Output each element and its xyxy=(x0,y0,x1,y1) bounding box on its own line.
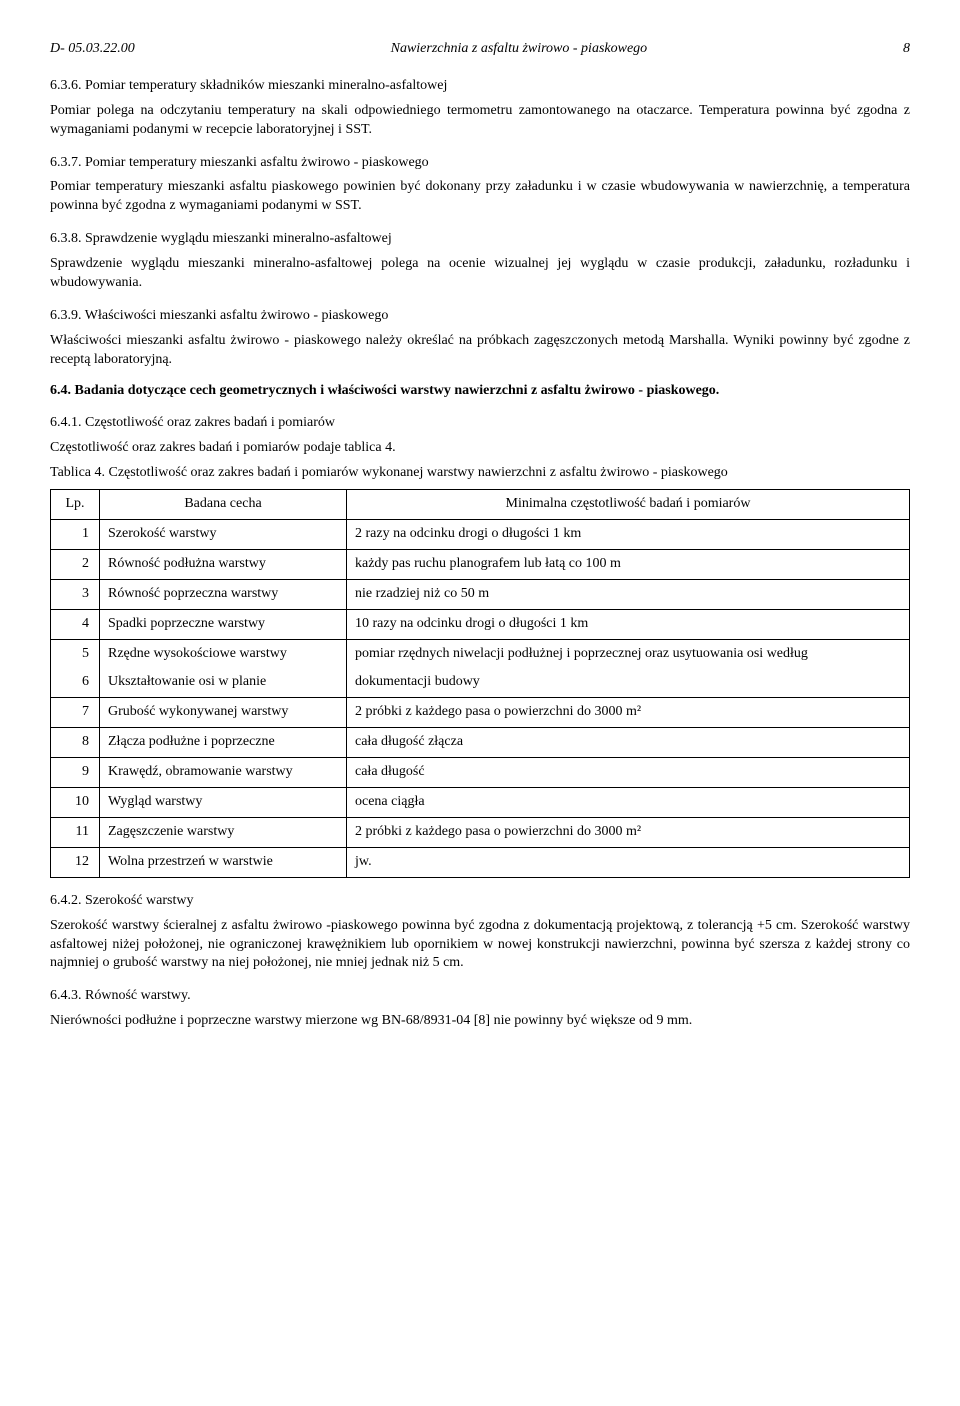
header-right: 8 xyxy=(903,40,910,59)
heading-637: 6.3.7. Pomiar temperatury mieszanki asfa… xyxy=(50,154,910,173)
cell-badana: Wygląd warstwy xyxy=(100,788,347,818)
para-638-1: Sprawdzenie wyglądu mieszanki mineralno-… xyxy=(50,255,910,293)
header-center: Nawierzchnia z asfaltu żwirowo - piaskow… xyxy=(391,40,648,59)
cell-badana: Spadki poprzeczne warstwy xyxy=(100,609,347,639)
table-caption: Tablica 4. Częstotliwość oraz zakres bad… xyxy=(50,464,910,483)
cell-min: jw. xyxy=(347,847,910,877)
cell-badana: Równość poprzeczna warstwy xyxy=(100,579,347,609)
cell-lp: 5 xyxy=(51,639,100,668)
cell-badana: Równość podłużna warstwy xyxy=(100,549,347,579)
table-row: 12 Wolna przestrzeń w warstwie jw. xyxy=(51,847,910,877)
cell-lp: 9 xyxy=(51,758,100,788)
cell-min: 2 próbki z każdego pasa o powierzchni do… xyxy=(347,817,910,847)
para-642-1: Szerokość warstwy ścieralnej z asfaltu ż… xyxy=(50,917,910,974)
cell-badana: Ukształtowanie osi w planie xyxy=(100,668,347,697)
para-637-1: Pomiar temperatury mieszanki asfaltu pia… xyxy=(50,178,910,216)
table-header-row: Lp. Badana cecha Minimalna częstotliwość… xyxy=(51,490,910,520)
cell-min: 2 razy na odcinku drogi o długości 1 km xyxy=(347,520,910,550)
table-row: 9 Krawędź, obramowanie warstwy cała dług… xyxy=(51,758,910,788)
heading-64: 6.4. Badania dotyczące cech geometryczny… xyxy=(50,382,910,401)
heading-643: 6.4.3. Równość warstwy. xyxy=(50,987,910,1006)
th-lp: Lp. xyxy=(51,490,100,520)
cell-badana: Szerokość warstwy xyxy=(100,520,347,550)
cell-min: każdy pas ruchu planografem lub łatą co … xyxy=(347,549,910,579)
cell-lp: 1 xyxy=(51,520,100,550)
cell-badana: Wolna przestrzeń w warstwie xyxy=(100,847,347,877)
cell-lp: 7 xyxy=(51,698,100,728)
cell-min: cała długość xyxy=(347,758,910,788)
heading-639: 6.3.9. Właściwości mieszanki asfaltu żwi… xyxy=(50,307,910,326)
table-row: 4 Spadki poprzeczne warstwy 10 razy na o… xyxy=(51,609,910,639)
heading-638: 6.3.8. Sprawdzenie wyglądu mieszanki min… xyxy=(50,230,910,249)
cell-badana: Zagęszczenie warstwy xyxy=(100,817,347,847)
cell-badana: Rzędne wysokościowe warstwy xyxy=(100,639,347,668)
cell-badana: Krawędź, obramowanie warstwy xyxy=(100,758,347,788)
th-badana: Badana cecha xyxy=(100,490,347,520)
table-row: 3 Równość poprzeczna warstwy nie rzadzie… xyxy=(51,579,910,609)
heading-636: 6.3.6. Pomiar temperatury składników mie… xyxy=(50,77,910,96)
table-row: 10 Wygląd warstwy ocena ciągła xyxy=(51,788,910,818)
cell-min: ocena ciągła xyxy=(347,788,910,818)
para-639-1: Właściwości mieszanki asfaltu żwirowo - … xyxy=(50,332,910,370)
table-row: 7 Grubość wykonywanej warstwy 2 próbki z… xyxy=(51,698,910,728)
cell-lp: 12 xyxy=(51,847,100,877)
cell-lp: 2 xyxy=(51,549,100,579)
table-row: 2 Równość podłużna warstwy każdy pas ruc… xyxy=(51,549,910,579)
table-row: 1 Szerokość warstwy 2 razy na odcinku dr… xyxy=(51,520,910,550)
table-row: 11 Zagęszczenie warstwy 2 próbki z każde… xyxy=(51,817,910,847)
table-row: 5 Rzędne wysokościowe warstwy pomiar rzę… xyxy=(51,639,910,668)
cell-lp: 11 xyxy=(51,817,100,847)
cell-lp: 10 xyxy=(51,788,100,818)
cell-min: nie rzadziej niż co 50 m xyxy=(347,579,910,609)
para-641-1: Częstotliwość oraz zakres badań i pomiar… xyxy=(50,439,910,458)
cell-lp: 6 xyxy=(51,668,100,697)
table-row: 6 Ukształtowanie osi w planie dokumentac… xyxy=(51,668,910,697)
table-row: 8 Złącza podłużne i poprzeczne cała dług… xyxy=(51,728,910,758)
cell-badana: Złącza podłużne i poprzeczne xyxy=(100,728,347,758)
cell-lp: 8 xyxy=(51,728,100,758)
cell-min: pomiar rzędnych niwelacji podłużnej i po… xyxy=(347,639,910,668)
cell-lp: 3 xyxy=(51,579,100,609)
para-643-1: Nierówności podłużne i poprzeczne warstw… xyxy=(50,1012,910,1031)
header-left: D- 05.03.22.00 xyxy=(50,40,135,59)
cell-lp: 4 xyxy=(51,609,100,639)
para-636-1: Pomiar polega na odczytaniu temperatury … xyxy=(50,102,910,140)
cell-badana: Grubość wykonywanej warstwy xyxy=(100,698,347,728)
cell-min: cała długość złącza xyxy=(347,728,910,758)
page-header: D- 05.03.22.00 Nawierzchnia z asfaltu żw… xyxy=(50,40,910,59)
cell-min: dokumentacji budowy xyxy=(347,668,910,697)
cell-min: 10 razy na odcinku drogi o długości 1 km xyxy=(347,609,910,639)
th-min: Minimalna częstotliwość badań i pomiarów xyxy=(347,490,910,520)
heading-641: 6.4.1. Częstotliwość oraz zakres badań i… xyxy=(50,414,910,433)
table-4: Lp. Badana cecha Minimalna częstotliwość… xyxy=(50,489,910,878)
heading-642: 6.4.2. Szerokość warstwy xyxy=(50,892,910,911)
cell-min: 2 próbki z każdego pasa o powierzchni do… xyxy=(347,698,910,728)
